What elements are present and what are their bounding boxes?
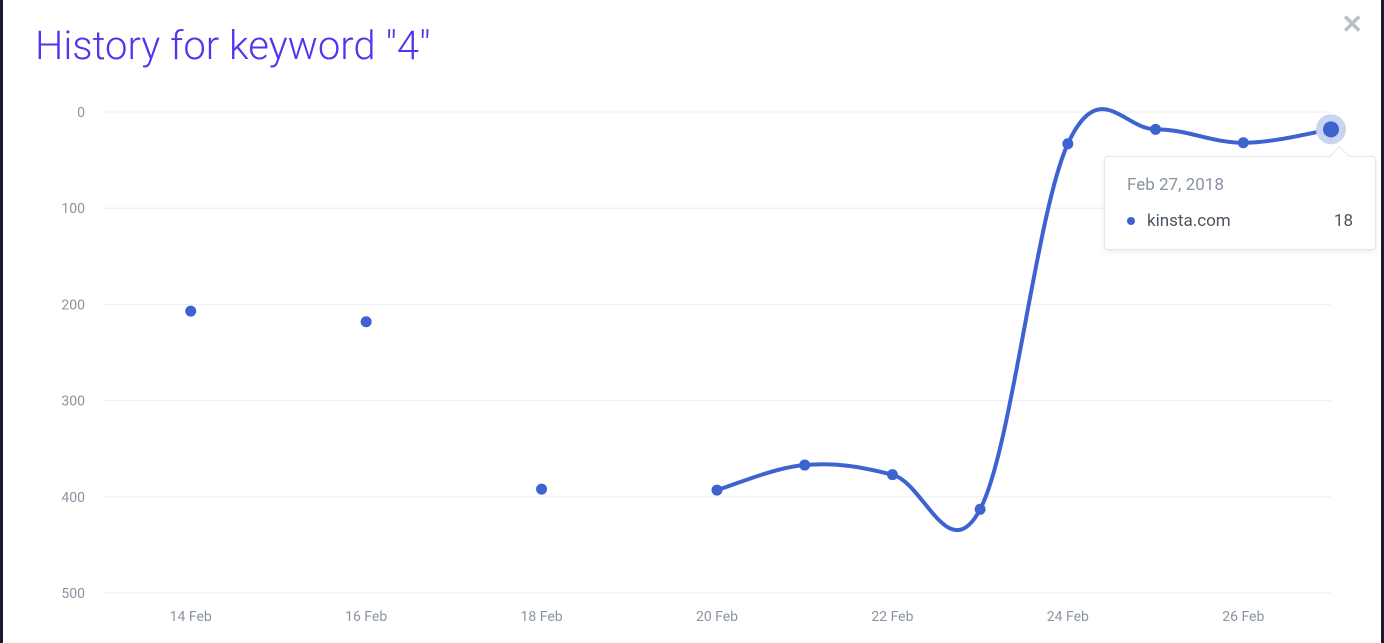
x-axis-tick-label: 26 Feb bbox=[1222, 609, 1264, 625]
x-axis-tick-label: 16 Feb bbox=[345, 609, 387, 625]
y-axis-tick-label: 0 bbox=[77, 105, 85, 121]
close-icon[interactable]: ✕ bbox=[1341, 12, 1363, 38]
tooltip-series-row: kinsta.com 18 bbox=[1127, 211, 1353, 231]
data-point[interactable] bbox=[887, 469, 898, 480]
tooltip-series-name: kinsta.com bbox=[1147, 211, 1310, 231]
data-point[interactable] bbox=[361, 316, 372, 327]
data-point[interactable] bbox=[536, 484, 547, 495]
tooltip-series-dot-icon bbox=[1127, 217, 1135, 225]
data-point[interactable] bbox=[1150, 124, 1161, 135]
data-point[interactable] bbox=[1238, 137, 1249, 148]
data-point[interactable] bbox=[799, 460, 810, 471]
data-point-highlighted[interactable] bbox=[1323, 121, 1339, 137]
modal-container: History for keyword "4" ✕ 0 100 200 300 400 5… bbox=[0, 0, 1384, 643]
x-axis-tick-label: 22 Feb bbox=[871, 609, 913, 625]
chart-area: 0 100 200 300 400 500 14 Feb 16 Feb 18 Feb 20 Feb… bbox=[33, 100, 1351, 633]
y-axis-tick-label: 400 bbox=[61, 490, 85, 506]
data-point[interactable] bbox=[1062, 138, 1073, 149]
modal-title: History for keyword "4" bbox=[35, 22, 431, 69]
x-axis-tick-label: 18 Feb bbox=[521, 609, 563, 625]
y-axis-tick-label: 100 bbox=[61, 201, 85, 217]
y-axis-tick-label: 200 bbox=[61, 297, 85, 313]
data-point[interactable] bbox=[185, 306, 196, 317]
x-axis-tick-label: 20 Feb bbox=[696, 609, 738, 625]
y-axis-tick-label: 300 bbox=[61, 394, 85, 410]
x-axis-tick-label: 24 Feb bbox=[1047, 609, 1089, 625]
tooltip-date: Feb 27, 2018 bbox=[1127, 175, 1353, 195]
x-axis-tick-label: 14 Feb bbox=[170, 609, 212, 625]
y-axis-tick-label: 500 bbox=[61, 586, 85, 602]
chart-tooltip: Feb 27, 2018 kinsta.com 18 bbox=[1104, 156, 1376, 250]
data-point[interactable] bbox=[712, 485, 723, 496]
tooltip-value: 18 bbox=[1334, 211, 1353, 231]
data-point[interactable] bbox=[975, 504, 986, 515]
